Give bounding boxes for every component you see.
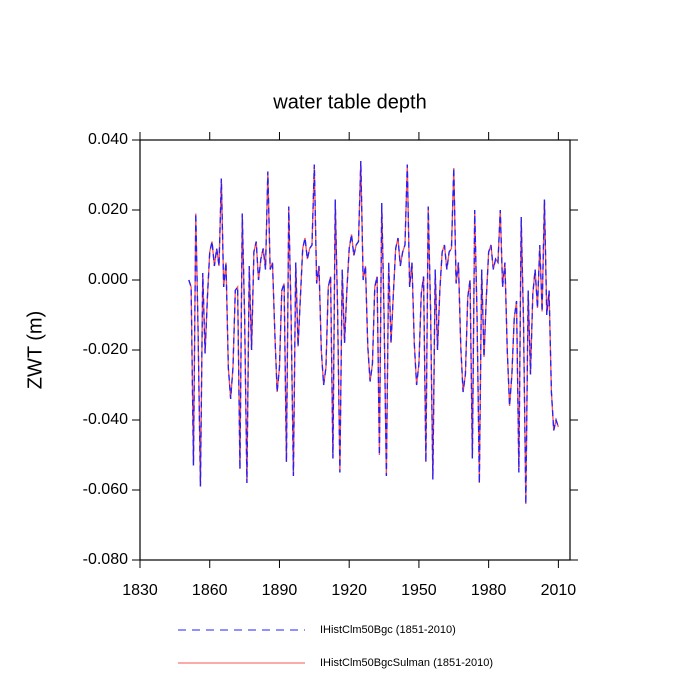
y-axis-label: ZWT (m)	[24, 311, 46, 390]
y-tick-label: -0.040	[83, 411, 128, 428]
y-tick-label: -0.020	[83, 341, 128, 358]
y-tick-label: 0.000	[88, 271, 128, 288]
legend-label: IHistClm50BgcSulman (1851-2010)	[320, 657, 493, 669]
y-tick-label: 0.040	[88, 131, 128, 148]
x-tick-label: 1860	[192, 582, 228, 599]
chart-title: water table depth	[272, 91, 426, 113]
y-tick-label: 0.020	[88, 201, 128, 218]
y-tick-label: -0.080	[83, 551, 128, 568]
x-tick-label: 1920	[331, 582, 367, 599]
y-tick-label: -0.060	[83, 481, 128, 498]
legend-label: IHistClm50Bgc (1851-2010)	[320, 624, 456, 636]
series-line	[188, 160, 559, 505]
x-tick-label: 1830	[122, 582, 158, 599]
x-tick-label: 1950	[401, 582, 437, 599]
x-tick-label: 1890	[262, 582, 298, 599]
x-tick-label: 2010	[541, 582, 577, 599]
x-tick-label: 1980	[471, 582, 507, 599]
